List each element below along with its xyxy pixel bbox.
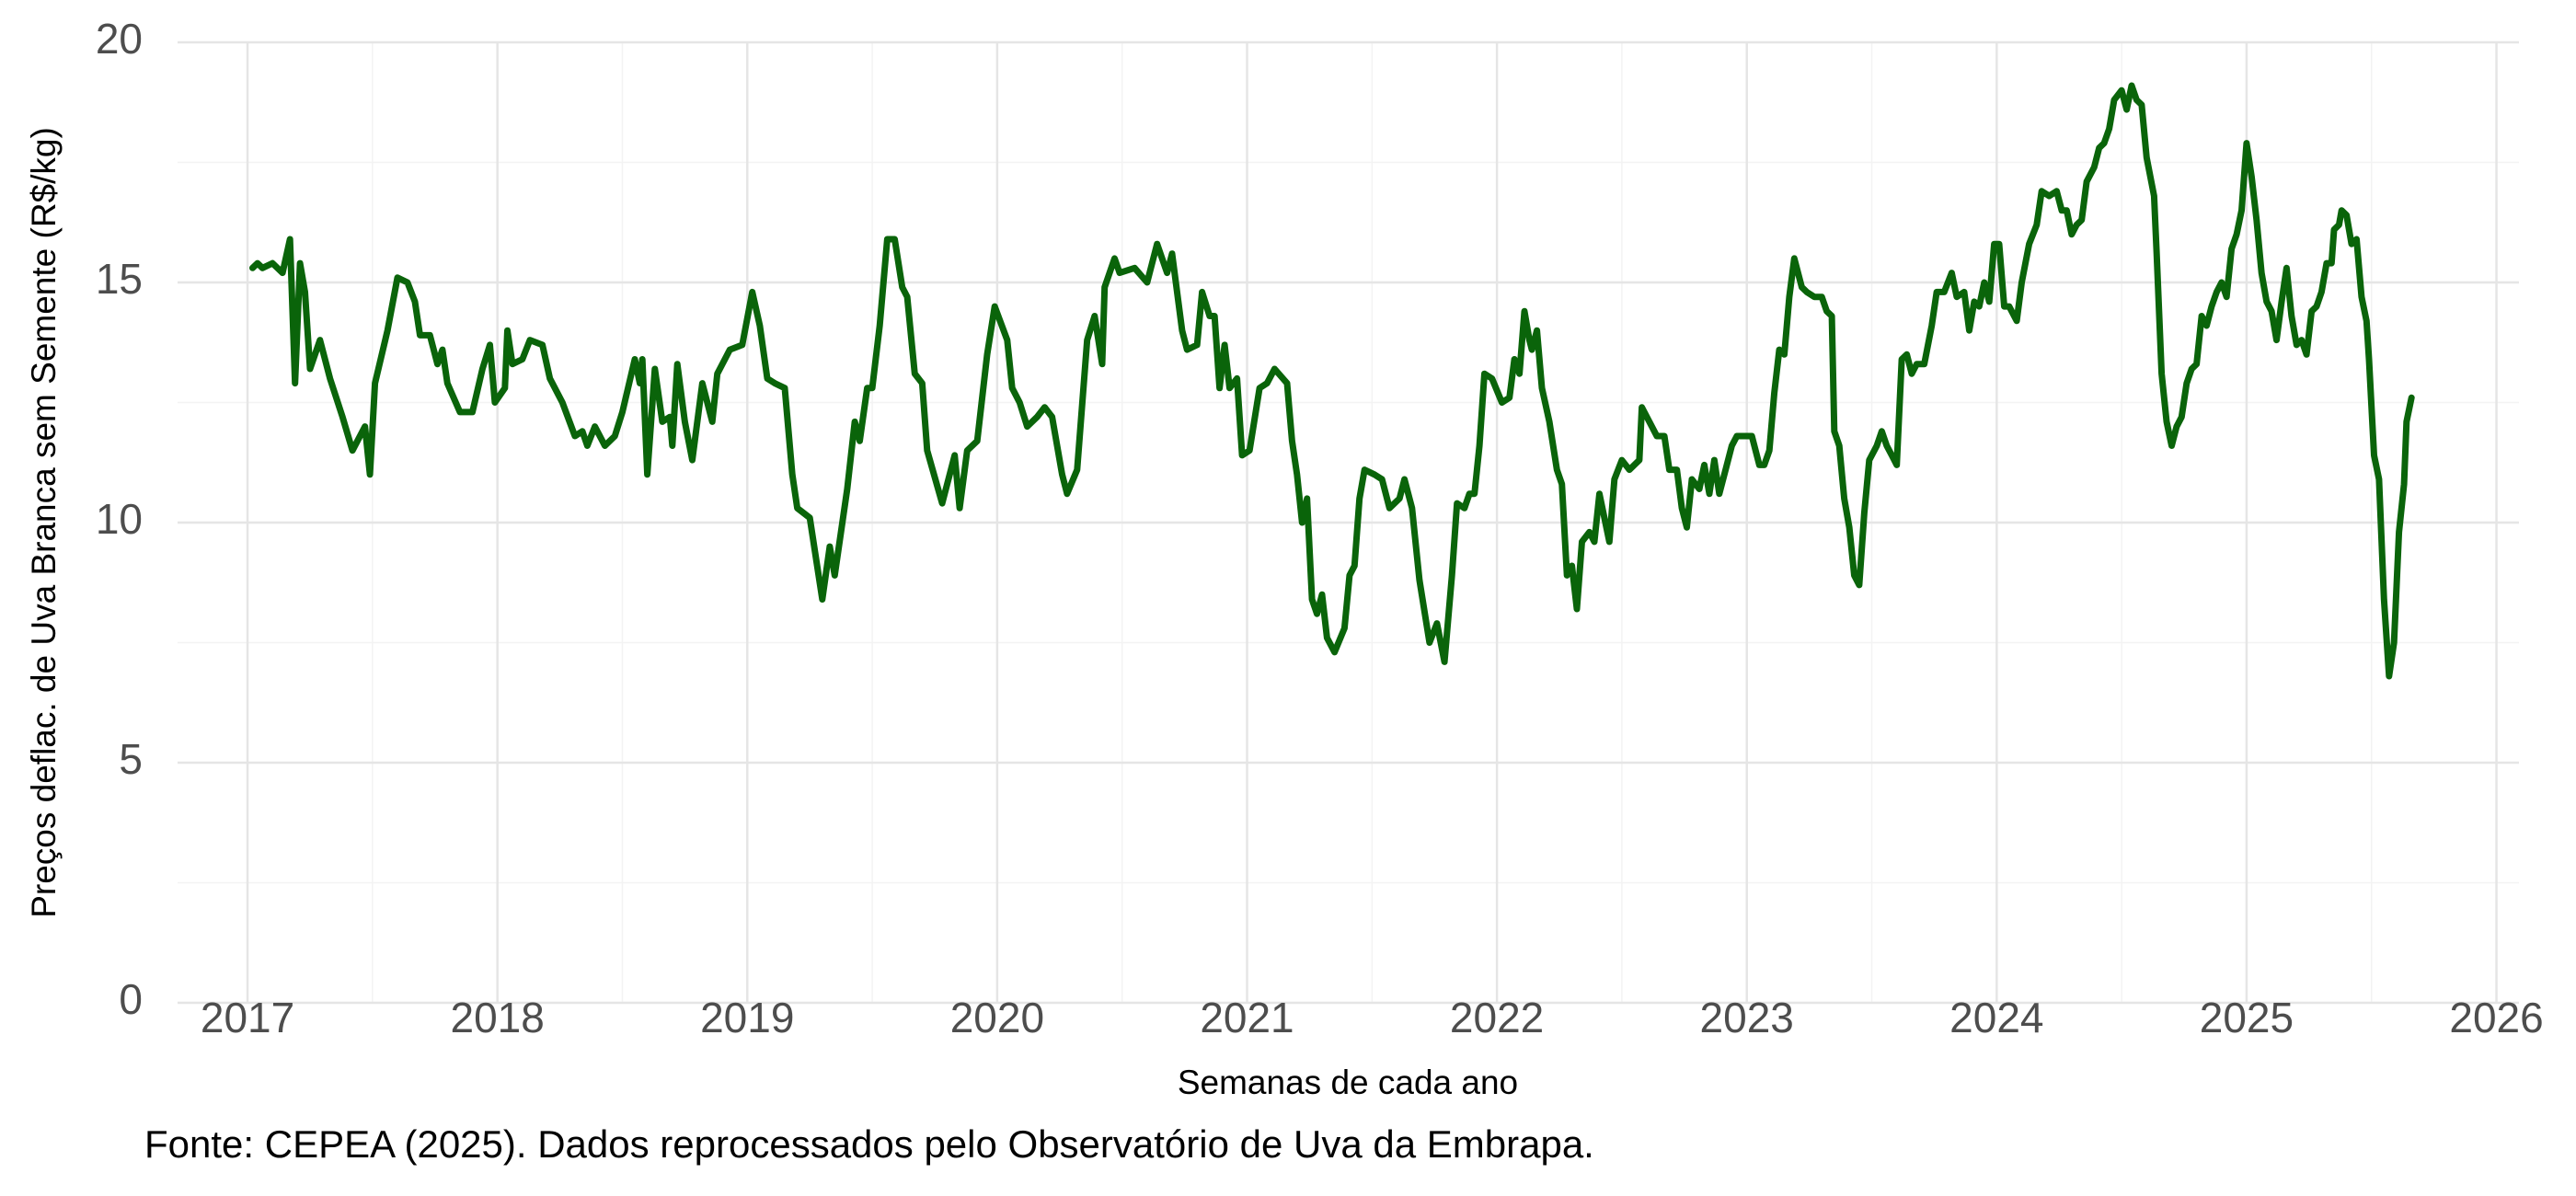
y-tick-label: 5 bbox=[119, 735, 143, 783]
x-tick-label: 2017 bbox=[201, 994, 294, 1041]
x-tick-label: 2023 bbox=[1700, 994, 1794, 1041]
y-axis-title: Preços deflac. de Uva Branca sem Semente… bbox=[25, 127, 63, 918]
y-tick-label: 20 bbox=[96, 15, 143, 63]
x-tick-label: 2022 bbox=[1450, 994, 1544, 1041]
y-tick-label: 15 bbox=[96, 255, 143, 303]
y-tick-label: 10 bbox=[96, 495, 143, 543]
x-tick-label: 2019 bbox=[700, 994, 794, 1041]
x-tick-label: 2026 bbox=[2449, 994, 2543, 1041]
x-tick-label: 2021 bbox=[1200, 994, 1294, 1041]
x-tick-label: 2020 bbox=[950, 994, 1044, 1041]
x-tick-label: 2025 bbox=[2200, 994, 2294, 1041]
caption: Fonte: CEPEA (2025). Dados reprocessados… bbox=[144, 1122, 1594, 1166]
x-tick-label: 2024 bbox=[1949, 994, 2043, 1041]
price-line bbox=[249, 82, 2415, 680]
x-tick-label: 2018 bbox=[450, 994, 544, 1041]
y-tick-label: 0 bbox=[119, 975, 143, 1023]
x-axis-title: Semanas de cada ano bbox=[1178, 1064, 1518, 1101]
